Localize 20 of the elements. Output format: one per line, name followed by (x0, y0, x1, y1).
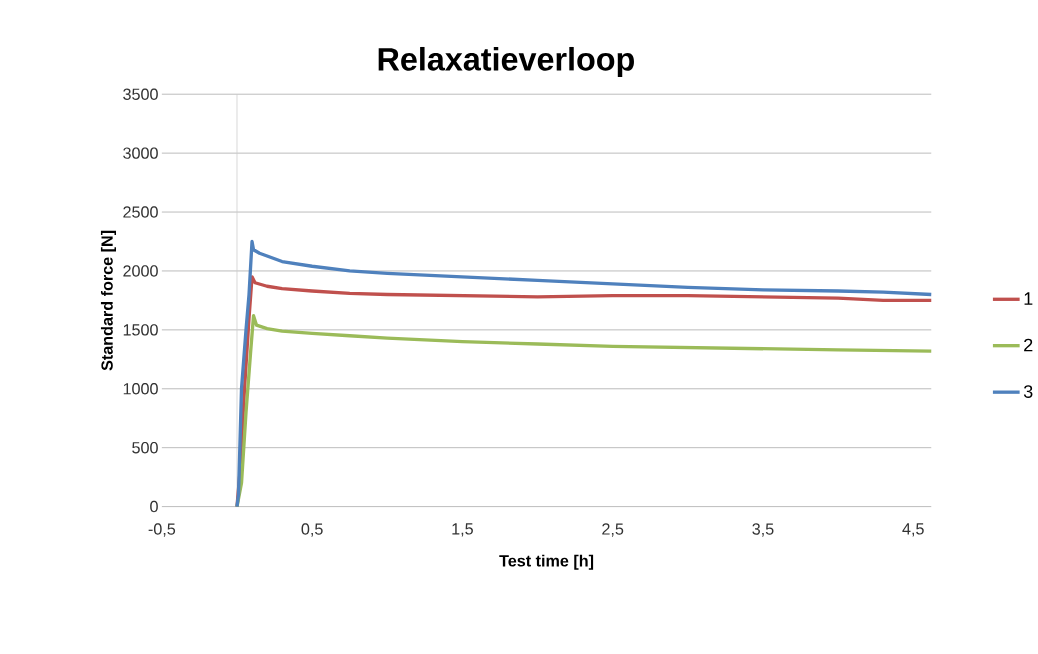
x-tick-label: 4,5 (902, 523, 924, 537)
y-tick-label: 3000 (123, 147, 158, 159)
legend-label: 3 (1023, 385, 1033, 398)
y-tick-label: 500 (132, 442, 158, 454)
y-tick-label: 0 (150, 500, 158, 513)
x-axis-title: Test time [h] (499, 554, 594, 570)
x-tick-label: 2,5 (602, 523, 624, 537)
y-tick-label: 1500 (123, 324, 158, 336)
x-tick-label: 0,5 (301, 523, 323, 537)
x-tick-label: -0,5 (148, 523, 176, 537)
y-tick-label: 2500 (123, 206, 158, 218)
chart-title: Relaxatieverloop (378, 47, 634, 78)
y-axis-title: Standard force [N] (100, 230, 117, 371)
y-tick-label: 2000 (123, 265, 158, 277)
x-tick-label: 1,5 (452, 523, 473, 537)
y-tick-label: 3500 (123, 88, 158, 101)
x-tick-label: 3,5 (752, 523, 774, 537)
y-tick-label: 1000 (123, 383, 158, 395)
legend-label: 2 (1024, 338, 1033, 352)
legend-label: 1 (1024, 292, 1033, 305)
